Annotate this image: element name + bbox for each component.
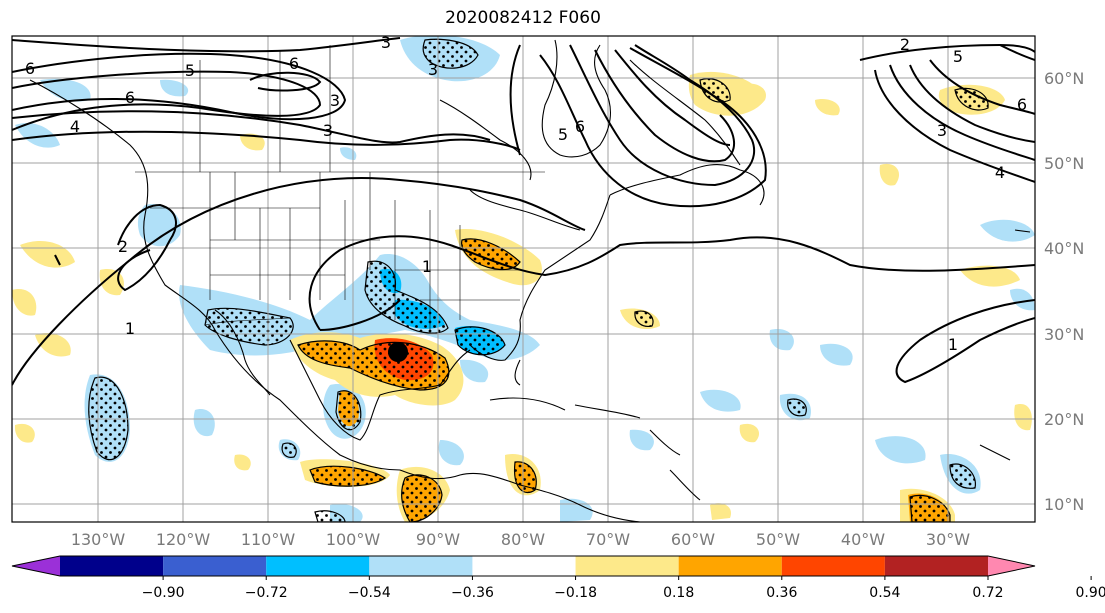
- colorbar-tick-label: 0.36: [766, 585, 797, 601]
- colorbar-tick-label: −0.18: [554, 585, 597, 601]
- contour-lines: [12, 37, 1035, 386]
- longitude-labels: 130°W 120°W 110°W 100°W 90°W 80°W 70°W 6…: [71, 530, 970, 549]
- lon-label: 60°W: [671, 530, 715, 549]
- contour-label: 6: [1017, 95, 1027, 114]
- colorbar-tick-label: 0.72: [972, 585, 1003, 601]
- colorbar-extend-low: [12, 556, 60, 576]
- lat-label: 20°N: [1044, 410, 1084, 429]
- lon-label: 130°W: [71, 530, 126, 549]
- colorbar-tick-label: 0.54: [869, 585, 900, 601]
- colorbar-tick-label: −0.54: [348, 585, 391, 601]
- contour-label: 2: [900, 35, 910, 54]
- colorbar-tick-label: 0.90: [1076, 585, 1105, 601]
- lon-label: 120°W: [156, 530, 211, 549]
- colorbar-outline: [11, 555, 1036, 577]
- contour-label: 1: [125, 319, 135, 338]
- lat-label: 60°N: [1044, 69, 1084, 88]
- lon-label: 90°W: [416, 530, 460, 549]
- latitude-labels: 60°N 50°N 40°N 30°N 20°N 10°N: [1044, 69, 1084, 514]
- contour-label: 3: [428, 60, 438, 79]
- map-border: [11, 35, 1036, 523]
- colorbar-swatch: [575, 556, 679, 576]
- contour-label: 5: [953, 47, 963, 66]
- political-borders: [135, 45, 545, 330]
- lon-label: 30°W: [926, 530, 970, 549]
- colorbar-swatch: [266, 556, 370, 576]
- contour-label: 3: [381, 33, 391, 52]
- contour-label: 4: [995, 163, 1005, 182]
- lat-label: 30°N: [1044, 325, 1084, 344]
- contour-label: 4: [70, 117, 80, 136]
- anomaly-shading: [12, 36, 1035, 522]
- map-title: 2020082412 F060: [445, 8, 601, 28]
- storm-center-marker: [388, 342, 408, 362]
- coastlines: [29, 39, 1031, 522]
- contour-label: 6: [289, 54, 299, 73]
- colorbar-swatch: [60, 556, 164, 576]
- colorbar-tick-label: −0.72: [245, 585, 288, 601]
- lat-label: 50°N: [1044, 154, 1084, 173]
- colorbar-swatch: [163, 556, 267, 576]
- lon-label: 110°W: [241, 530, 296, 549]
- contour-label: 6: [575, 117, 585, 136]
- contour-label: 1: [422, 257, 432, 276]
- lat-label: 40°N: [1044, 239, 1084, 258]
- colorbar-swatch: [472, 556, 576, 576]
- contour-label: 3: [937, 121, 947, 140]
- contour-label: 2: [118, 237, 128, 256]
- lon-label: 100°W: [326, 530, 381, 549]
- contour-label: 6: [125, 88, 135, 107]
- contour-label: 3: [330, 91, 340, 110]
- graticule: [12, 36, 1035, 522]
- contour-label: 6: [25, 59, 35, 78]
- colorbar-swatch: [369, 556, 473, 576]
- lon-label: 40°W: [841, 530, 885, 549]
- lon-label: 70°W: [586, 530, 630, 549]
- lon-label: 50°W: [756, 530, 800, 549]
- colorbar: −0.90 −0.72 −0.54 −0.36 −0.18 0.18 0.36 0.54 0.7…: [11, 555, 1105, 601]
- contour-labels: 6 5 6 6 4 3 3 3 3 5 6 2 5 6 3 4 2 1 1 1: [25, 33, 1027, 354]
- colorbar-swatch: [884, 556, 988, 576]
- contour-label: 5: [185, 61, 195, 80]
- colorbar-extend-high: [988, 556, 1035, 576]
- colorbar-swatch: [678, 556, 782, 576]
- contour-label: 3: [323, 121, 333, 140]
- contour-label: 1: [948, 335, 958, 354]
- contour-label: 5: [558, 125, 568, 144]
- colorbar-tick-label: 0.18: [663, 585, 694, 601]
- colorbar-tick-label: −0.90: [142, 585, 185, 601]
- lon-label: 80°W: [501, 530, 545, 549]
- colorbar-tick-label: −0.36: [451, 585, 494, 601]
- lat-label: 10°N: [1044, 495, 1084, 514]
- colorbar-swatch: [781, 556, 885, 576]
